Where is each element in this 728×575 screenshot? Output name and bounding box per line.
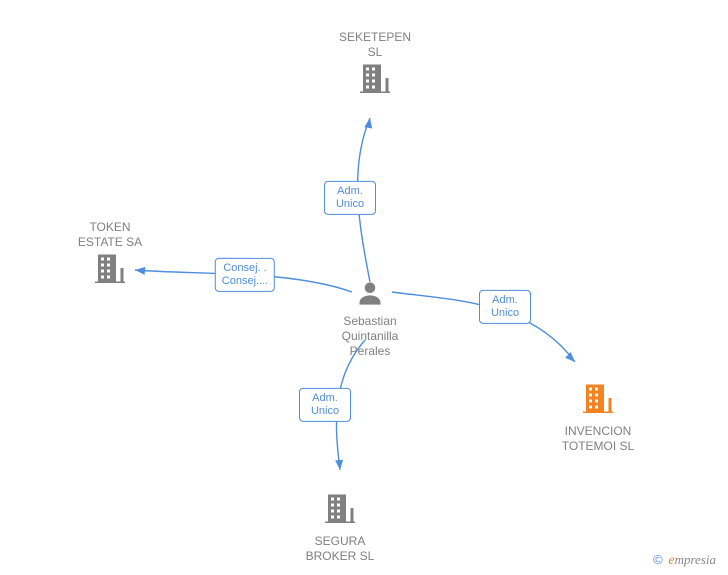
node-seketepen[interactable]: SEKETEPEN SL bbox=[325, 26, 425, 100]
node-segura-label: SEGURA BROKER SL bbox=[290, 534, 390, 564]
edge-label-segura: Adm. Unico bbox=[299, 388, 351, 422]
node-token[interactable]: TOKEN ESTATE SA bbox=[60, 216, 160, 290]
person-icon bbox=[356, 278, 384, 312]
building-icon bbox=[92, 250, 128, 290]
copyright-symbol: © bbox=[653, 552, 663, 567]
node-invencion[interactable]: INVENCION TOTEMOI SL bbox=[548, 380, 648, 454]
edge-arrow-invencion bbox=[565, 352, 578, 365]
node-seketepen-label: SEKETEPEN SL bbox=[325, 30, 425, 60]
brand-rest: mpresia bbox=[675, 552, 716, 567]
edge-label-seketepen: Adm. Unico bbox=[324, 181, 376, 215]
node-segura[interactable]: SEGURA BROKER SL bbox=[290, 490, 390, 564]
building-icon bbox=[580, 380, 616, 420]
building-icon bbox=[357, 60, 393, 100]
node-person-label: Sebastian Quintanilla Perales bbox=[320, 314, 420, 359]
node-person[interactable]: Sebastian Quintanilla Perales bbox=[320, 278, 420, 359]
edge-arrow-seketepen bbox=[364, 117, 374, 128]
watermark: © empresia bbox=[653, 552, 716, 569]
diagram-canvas: Sebastian Quintanilla Perales SEKETEPEN … bbox=[0, 0, 728, 575]
node-token-label: TOKEN ESTATE SA bbox=[60, 220, 160, 250]
node-invencion-label: INVENCION TOTEMOI SL bbox=[548, 424, 648, 454]
edge-arrow-segura bbox=[335, 460, 344, 471]
edge-label-invencion: Adm. Unico bbox=[479, 290, 531, 324]
edge-label-token: Consej. . Consej.... bbox=[215, 258, 275, 292]
building-icon bbox=[322, 490, 358, 530]
